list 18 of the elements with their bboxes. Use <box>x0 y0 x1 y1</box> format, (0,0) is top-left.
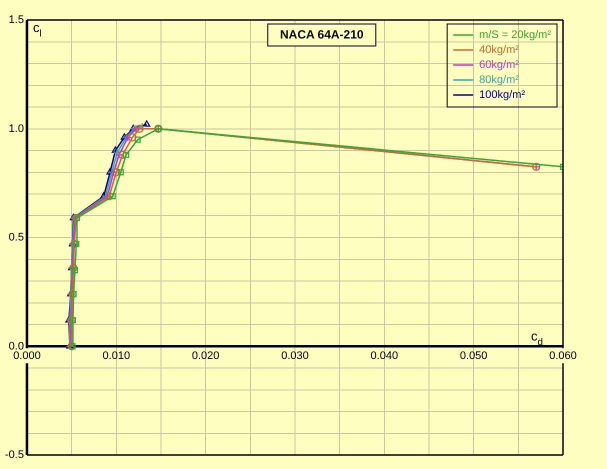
x-tick-label: 0.000 <box>13 350 41 362</box>
x-tick-label: 0.020 <box>192 350 220 362</box>
legend-label: 80kg/m² <box>479 74 520 86</box>
y-tick-label: 0.5 <box>8 232 24 244</box>
text: NACA 64A-210 <box>280 27 364 42</box>
x-tick-label: 0.040 <box>370 350 398 362</box>
y-tick-label: 1.5 <box>8 14 24 26</box>
x-tick-label: 0.010 <box>102 350 130 362</box>
legend-label: m/S = 20kg/m² <box>479 29 552 42</box>
legend-label: 40kg/m² <box>479 44 520 56</box>
y-tick-label: 1.0 <box>8 122 24 135</box>
legend-label: 100kg/m² <box>479 89 526 102</box>
x-tick-label: 0.060 <box>549 350 577 362</box>
y-tick-label: -0.5 <box>4 449 24 462</box>
x-tick-label: 0.050 <box>460 350 488 362</box>
y-tick-label: 0.0 <box>8 340 24 352</box>
x-tick-label: 0.030 <box>281 350 309 362</box>
legend-label: 60kg/m² <box>479 59 520 72</box>
